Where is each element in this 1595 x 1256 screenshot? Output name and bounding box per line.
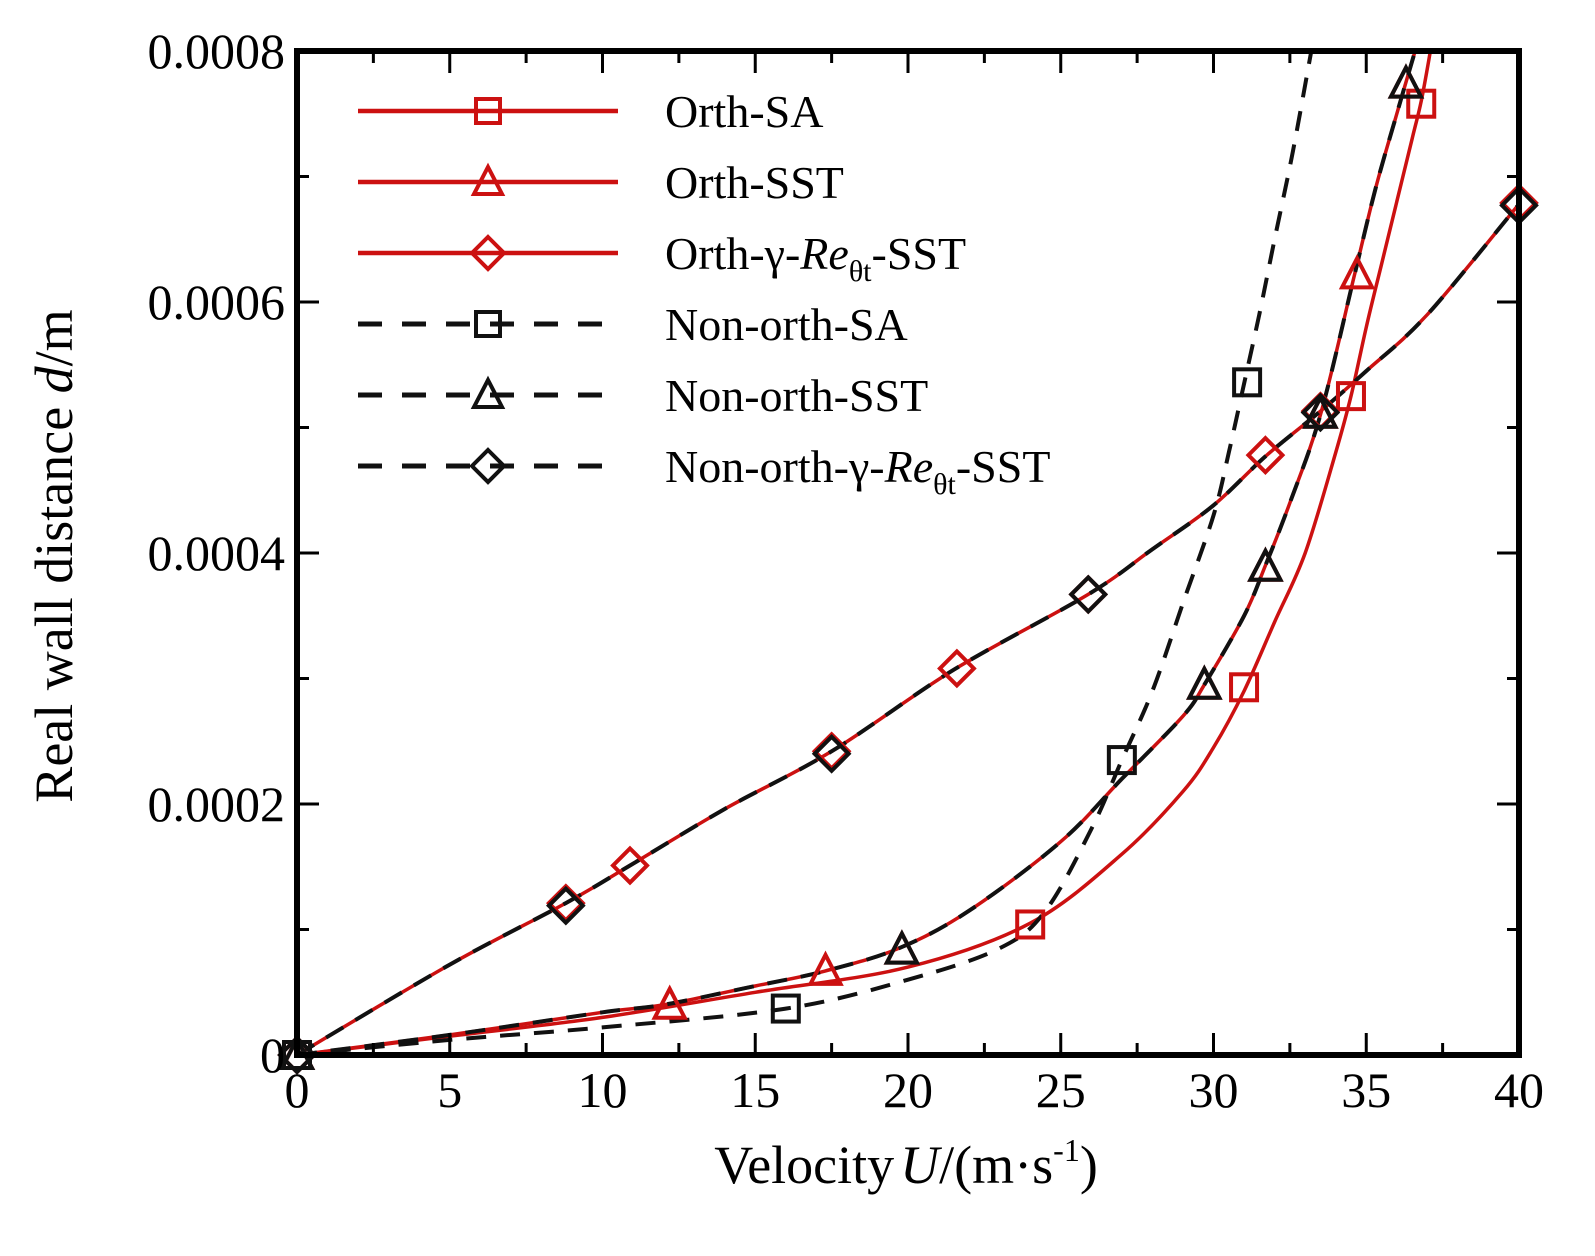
- legend-marker: [474, 97, 502, 125]
- legend-label-subscript: θt: [933, 468, 956, 501]
- series-marker-non-orth-sst: [1247, 546, 1284, 582]
- series-marker-orth-sst: [1338, 254, 1376, 290]
- y-tick-label: 0: [260, 1027, 285, 1083]
- series-marker-non-orth-sst: [1186, 664, 1223, 700]
- legend-label-text: Orth-SA: [665, 86, 823, 137]
- series-layer: [297, 51, 1519, 1055]
- legend-marker: [474, 310, 502, 338]
- x-tick-label: 20: [883, 1062, 933, 1118]
- x-tick-label: 30: [1189, 1062, 1239, 1118]
- legend-label-subscript: θt: [849, 255, 872, 288]
- series-marker-non-orth-re-t-sst: [546, 885, 586, 926]
- series-line-orth-sa: [297, 51, 1433, 1055]
- x-tick-label: 0: [285, 1062, 310, 1118]
- legend-label: Orth-SST: [665, 157, 844, 208]
- series-marker-orth-re-t-sst: [937, 648, 977, 689]
- series-marker-non-orth-sa: [1106, 745, 1137, 776]
- series-marker-orth-sa: [1015, 909, 1046, 940]
- legend-label-text: Orth-SST: [665, 157, 844, 208]
- y-tick-label: 0.0008: [148, 23, 286, 79]
- y-axis-title-main: Real wall distance: [24, 393, 84, 802]
- legend-item-non-orth-sa: Non-orth-SA: [358, 299, 908, 350]
- x-tick-label: 15: [730, 1062, 780, 1118]
- legend-marker: [470, 162, 506, 196]
- legend-marker: [469, 234, 507, 272]
- series-line-non-orth-re-t-sst: [297, 202, 1519, 1055]
- series-line-non-orth-sa: [297, 51, 1314, 1055]
- x-tick-label: 35: [1341, 1062, 1391, 1118]
- series-marker-orth-re-t-sst: [610, 845, 650, 886]
- x-tick-label: 5: [437, 1062, 462, 1118]
- series-marker-orth-sa: [1406, 88, 1437, 119]
- series-marker-non-orth-re-t-sst: [1068, 574, 1109, 615]
- legend-item-non-orth-re-t-sst: Non-orth-γ-Reθt-SST: [358, 441, 1050, 501]
- legend-label-text: Non-orth-SST: [665, 370, 928, 421]
- series-marker-non-orth-sa: [770, 993, 801, 1024]
- legend-label: Orth-SA: [665, 86, 823, 137]
- y-axis-title-unit: /m: [24, 309, 84, 366]
- x-tick-label: 10: [578, 1062, 628, 1118]
- legend-label-italic: Re: [884, 441, 934, 492]
- series-marker-non-orth-re-t-sst: [811, 733, 852, 774]
- series-marker-orth-sst: [807, 950, 844, 986]
- legend-label-text: Non-orth-SA: [665, 299, 908, 350]
- legend-label-text: Orth-γ-: [665, 228, 800, 279]
- legend-label-suffix: -SST: [872, 228, 967, 279]
- series-marker-non-orth-re-t-sst: [277, 1035, 317, 1075]
- legend-marker: [470, 375, 506, 409]
- x-axis-title-italic: U: [900, 1135, 942, 1195]
- legend-item-orth-sst: Orth-SST: [358, 157, 844, 208]
- legend-label: Orth-γ-Reθt-SST: [665, 228, 966, 288]
- x-axis-title-unit: /(m·s: [939, 1135, 1053, 1195]
- x-tick-label: 25: [1036, 1062, 1086, 1118]
- legend-item-orth-sa: Orth-SA: [358, 86, 823, 137]
- y-tick-label: 0.0004: [148, 525, 286, 581]
- legend-label-text: Non-orth-γ-: [665, 441, 885, 492]
- plot-frame: [294, 48, 1522, 1058]
- tick-layer: 0 5 10 15 20 25 30 35 40 0 0.0002 0.0004 0.0006 0.000…: [148, 23, 1545, 1118]
- legend-item-non-orth-sst: Non-orth-SST: [358, 370, 928, 421]
- series-marker-non-orth-sa: [1232, 367, 1263, 398]
- y-tick-label: 0.0006: [148, 274, 286, 330]
- legend-label: Non-orth-γ-Reθt-SST: [665, 441, 1050, 501]
- y-axis-title-italic: d: [24, 365, 84, 393]
- marker-layer: [277, 63, 1539, 1075]
- series-line-orth-re-t-sst: [297, 202, 1519, 1055]
- legend-item-orth-re-t-sst: Orth-γ-Reθt-SST: [358, 228, 966, 288]
- series-marker-orth-sa: [1335, 381, 1366, 412]
- series-marker-non-orth-re-t-sst: [1300, 392, 1341, 433]
- y-axis-title: Real wall distance d/m: [24, 309, 84, 802]
- x-axis-title: Velocity U/(m·s-1): [714, 1132, 1098, 1195]
- x-tick-label: 40: [1494, 1062, 1544, 1118]
- series-marker-non-orth-sst: [883, 929, 921, 965]
- legend-label: Non-orth-SA: [665, 299, 908, 350]
- legend-label-italic: Re: [799, 228, 849, 279]
- legend-marker: [469, 447, 507, 485]
- series-marker-orth-sa: [1229, 672, 1260, 703]
- x-axis-title-close: ): [1080, 1135, 1098, 1195]
- x-axis-title-sup: -1: [1053, 1132, 1080, 1168]
- legend-label-suffix: -SST: [956, 441, 1051, 492]
- legend: Orth-SAOrth-SSTOrth-γ-Reθt-SSTNon-orth-S…: [358, 86, 1050, 501]
- series-line-non-orth-sst: [297, 51, 1418, 1055]
- series-marker-non-orth-sst: [1387, 63, 1425, 99]
- series-marker-orth-sst: [651, 984, 688, 1020]
- series-marker-orth-re-t-sst: [1245, 435, 1286, 475]
- series-line-orth-sst: [297, 51, 1417, 1055]
- x-axis-title-main: Velocity: [714, 1135, 894, 1195]
- legend-label: Non-orth-SST: [665, 370, 928, 421]
- y-tick-label: 0.0002: [148, 776, 286, 832]
